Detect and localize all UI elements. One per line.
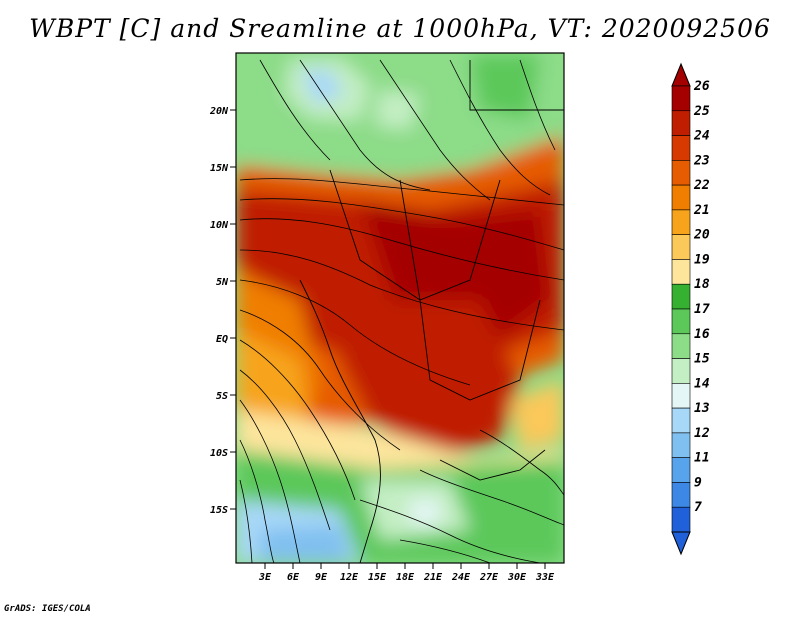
colorbar-label: 7 [694,500,702,515]
colorbar: 26 25 24 23 22 21 20 19 18 17 16 15 14 13 12 11 9 7 [671,62,710,556]
map-frame [235,52,565,564]
map-title: WBPT [C] and Sreamline at 1000hPa, VT: 2… [29,14,771,43]
colorbar-swatch [671,209,691,235]
x-tick-label: 3E [258,572,272,583]
boundaries [299,60,564,563]
colorbar-label: 16 [694,327,710,342]
colorbar-top-arrow [671,62,691,87]
colorbar-swatch [671,407,691,434]
y-tick-label: 15S [210,505,228,516]
colorbar-swatch [671,482,691,508]
x-tick-label: 27E [479,572,499,583]
x-axis: 3E 6E 9E 12E 15E 18E 21E 24E 27E 30E 33E [258,563,555,583]
x-tick-label: 33E [535,572,555,583]
colorbar-label: 21 [693,203,710,218]
y-tick-label: 15N [210,163,229,174]
colorbar-label: 22 [693,178,710,193]
y-tick-label: 5N [216,277,229,288]
y-axis: 20N 15N 10N 5N EQ 5S 10S 15S [209,106,236,516]
colorbar-swatch [671,283,691,310]
colorbar-swatch [671,259,691,285]
colorbar-bottom-arrow [671,531,691,556]
colorbar-swatch [671,160,691,186]
colorbar-label: 12 [694,426,710,441]
y-tick-label: 20N [209,106,229,117]
colorbar-label: 11 [694,451,710,466]
colorbar-swatch [671,135,691,161]
colorbar-label: 15 [694,352,710,367]
colorbar-label: 19 [694,252,710,267]
colorbar-label: 20 [693,228,710,243]
x-tick-label: 18E [396,572,415,583]
wbpt-field [236,53,564,563]
colorbar-swatch [671,506,691,533]
colorbar-label: 23 [693,153,710,168]
colorbar-label: 26 [693,79,710,94]
x-tick-label: 30E [507,572,527,583]
colorbar-label: 18 [694,277,710,292]
x-tick-label: 15E [368,572,387,583]
colorbar-label: 9 [694,475,702,490]
x-tick-label: 24E [451,572,471,583]
colorbar-swatch [671,184,691,211]
x-tick-label: 9E [315,572,328,583]
colorbar-label: 13 [694,401,710,416]
colorbar-swatch [671,432,691,458]
colorbar-swatch [671,308,691,335]
colorbar-swatch [671,110,691,136]
colorbar-label: 24 [693,129,710,144]
y-tick-label: 5S [216,391,228,402]
colorbar-swatch [671,358,691,384]
x-tick-label: 12E [340,572,359,583]
x-tick-label: 21E [423,572,443,583]
grads-credit: GrADS: IGES/COLA [4,604,91,614]
colorbar-swatch [671,234,691,260]
x-tick-label: 6E [287,572,300,583]
colorbar-swatch [671,457,691,483]
colorbar-swatch [671,333,691,359]
streamlines [239,59,564,563]
colorbar-label: 25 [693,104,710,119]
y-tick-label: 10S [210,448,228,459]
colorbar-swatch [671,383,691,409]
colorbar-label: 17 [694,302,710,317]
y-tick-label: 10N [210,220,229,231]
y-tick-label: EQ [216,334,228,345]
colorbar-swatch [671,85,691,112]
colorbar-label: 14 [694,376,710,391]
